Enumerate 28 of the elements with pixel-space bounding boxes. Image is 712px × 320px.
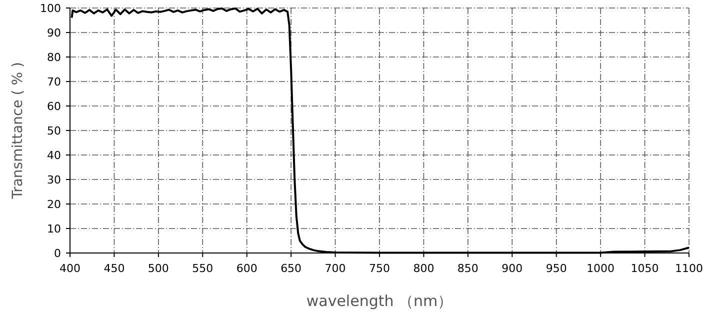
y-tick-label: 40 xyxy=(47,149,61,162)
x-tick-label: 1100 xyxy=(675,262,703,275)
x-tick-label: 1000 xyxy=(586,262,615,275)
y-tick-label: 100 xyxy=(40,2,61,15)
x-tick-label: 650 xyxy=(280,262,302,275)
x-tick-label: 800 xyxy=(413,262,434,275)
x-axis-title: wavelength （nm） xyxy=(306,292,453,310)
x-tick-label: 600 xyxy=(236,262,258,275)
y-tick-label: 90 xyxy=(47,26,61,40)
x-tick-label: 900 xyxy=(502,262,523,275)
y-tick-label: 70 xyxy=(47,76,61,88)
x-tick-label: 700 xyxy=(324,262,346,275)
y-tick-label: 20 xyxy=(47,198,61,211)
x-tick-label: 500 xyxy=(148,262,169,275)
x-tick-label: 450 xyxy=(104,262,125,275)
y-tick-label: 80 xyxy=(47,51,61,64)
x-tick-label: 1050 xyxy=(630,262,659,275)
x-tick-label: 750 xyxy=(369,262,390,275)
x-tick-label: 400 xyxy=(60,262,80,275)
y-tick-label: 30 xyxy=(47,174,61,186)
y-tick-label: 50 xyxy=(47,124,61,138)
y-tick-label: 60 xyxy=(47,100,61,113)
y-axis-title: Transmittance ( % ) xyxy=(10,62,26,200)
x-tick-label: 850 xyxy=(457,262,478,275)
x-tick-label: 950 xyxy=(546,262,567,275)
x-tick-label: 550 xyxy=(192,262,214,275)
y-tick-label: 10 xyxy=(47,222,61,236)
y-tick-label: 0 xyxy=(54,247,61,260)
